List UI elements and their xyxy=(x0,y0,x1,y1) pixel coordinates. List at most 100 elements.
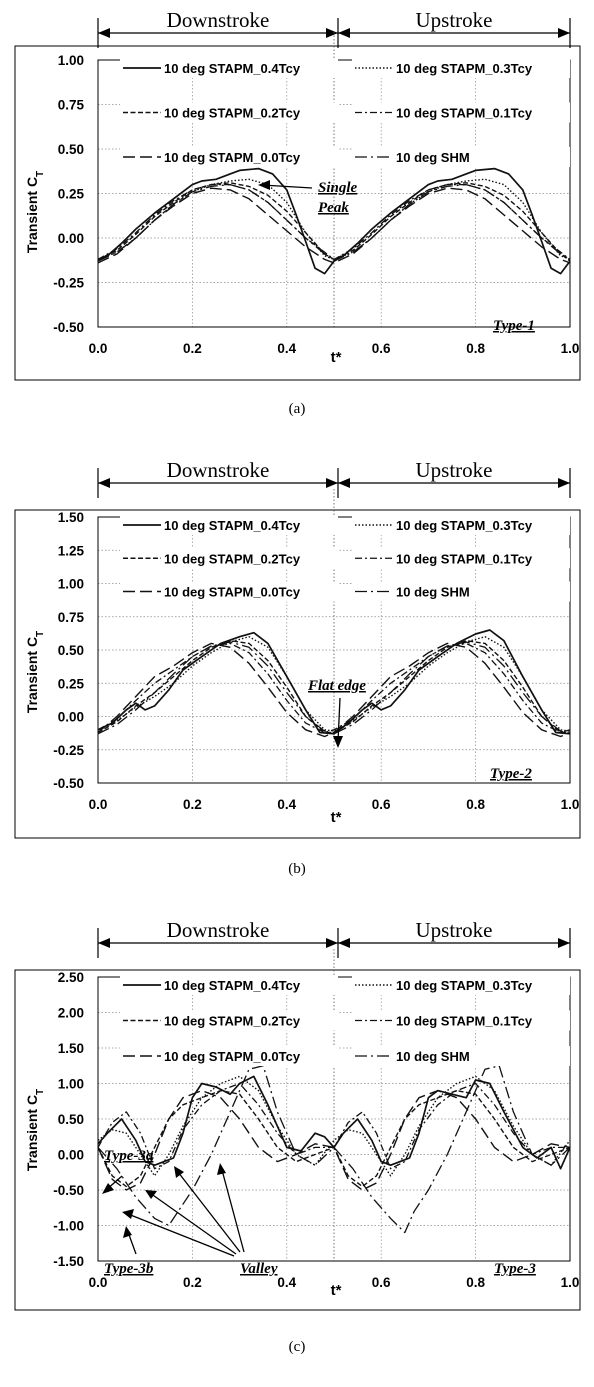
downstroke-label: Downstroke xyxy=(167,918,270,942)
legend-bg xyxy=(352,515,570,535)
annotation-peak: Peak xyxy=(318,200,349,216)
y-tick-label: 0.25 xyxy=(58,676,85,691)
y-axis-label: Transient CT xyxy=(24,1089,46,1171)
y-tick-label: 1.00 xyxy=(58,1077,84,1092)
panel-caption: (c) xyxy=(289,1339,306,1355)
legend-bg xyxy=(120,1010,338,1031)
x-tick-label: 0.2 xyxy=(183,797,202,812)
upstroke-label: Upstroke xyxy=(416,918,493,942)
x-tick-label: 1.0 xyxy=(561,1275,580,1290)
series-line xyxy=(97,642,571,734)
legend-label: 10 deg STAPM_0.0Tcy xyxy=(164,585,301,600)
y-tick-label: -1.00 xyxy=(53,1219,84,1234)
x-tick-label: 0.2 xyxy=(183,341,202,356)
legend-bg xyxy=(120,581,338,602)
y-tick-label: 2.50 xyxy=(58,970,84,985)
annotation-single: Single xyxy=(318,180,358,196)
y-tick-label: -0.50 xyxy=(53,776,84,791)
legend-bg xyxy=(120,548,338,569)
series-line xyxy=(97,641,571,735)
legend-bg xyxy=(120,975,338,995)
legend-bg xyxy=(120,1046,338,1066)
downstroke-label: Downstroke xyxy=(167,8,270,32)
annotation-type-3a: Type-3a xyxy=(104,1148,154,1164)
panel-a: Downstroke Upstroke 10 deg STAPM_0.4Tcy 1… xyxy=(14,8,581,417)
series-line xyxy=(97,183,571,262)
annotation-type-3b: Type-3b xyxy=(104,1261,154,1277)
series-line xyxy=(97,629,571,735)
upstroke-label: Upstroke xyxy=(416,458,493,482)
x-tick-label: 0.8 xyxy=(466,1275,485,1290)
annotations: Type-3a Type-3b Valley Type-3 xyxy=(102,1148,536,1277)
legend-bg xyxy=(352,548,570,569)
y-tick-label: 0.75 xyxy=(58,610,85,625)
x-tick-label: 0.4 xyxy=(277,341,296,356)
y-tick-label: 0.50 xyxy=(58,643,84,658)
x-tick-label: 0.2 xyxy=(183,1275,202,1290)
legend-label: 10 deg STAPM_0.3Tcy xyxy=(396,978,533,993)
phase-header: Downstroke Upstroke xyxy=(97,8,571,48)
y-tick-label: -0.50 xyxy=(53,320,84,335)
y-tick-label: 0.00 xyxy=(58,710,84,725)
legend-bg xyxy=(120,102,338,123)
legend-label: 10 deg STAPM_0.4Tcy xyxy=(164,61,301,76)
x-tick-label: 0.6 xyxy=(372,1275,391,1290)
axes: Transient CT t* -1.50 -1.00 -0.50 0.00 0.50 1… xyxy=(24,970,579,1299)
y-tick-label: 0.75 xyxy=(58,98,85,113)
legend-bg xyxy=(352,1010,570,1031)
legend-label: 10 deg STAPM_0.1Tcy xyxy=(396,106,533,121)
legend-bg xyxy=(352,581,570,602)
x-tick-label: 1.0 xyxy=(561,797,580,812)
x-tick-label: 0.4 xyxy=(277,1275,296,1290)
y-tick-label: 1.00 xyxy=(58,577,84,592)
legend-label: 10 deg STAPM_0.3Tcy xyxy=(396,518,533,533)
series-line xyxy=(97,1075,571,1177)
panel-caption: (a) xyxy=(289,401,306,417)
x-tick-label: 0.8 xyxy=(466,797,485,812)
plot-area: 10 deg STAPM_0.4Tcy 10 deg STAPM_0.3Tcy 10… xyxy=(97,32,571,328)
y-tick-label: -0.25 xyxy=(53,276,84,291)
y-tick-label: -0.50 xyxy=(53,1183,84,1198)
annotation-valley: Valley xyxy=(240,1261,278,1277)
x-tick-label: 0.8 xyxy=(466,341,485,356)
x-tick-label: 0.0 xyxy=(89,797,108,812)
annotations: Flat edge Type-2 xyxy=(307,678,532,782)
legend-label: 10 deg STAPM_0.3Tcy xyxy=(396,61,533,76)
series-line xyxy=(97,636,571,732)
panel-c: Downstroke Upstroke 10 deg STAPM_0.4Tcy 1… xyxy=(14,918,581,1355)
y-axis-label: Transient CT xyxy=(24,631,46,713)
phase-header: Downstroke Upstroke xyxy=(97,458,571,498)
y-tick-label: 0.00 xyxy=(58,1148,84,1163)
valley-arrows xyxy=(122,1163,245,1257)
series-line xyxy=(97,1065,571,1234)
y-tick-label: 1.00 xyxy=(58,53,84,68)
y-tick-label: 0.25 xyxy=(58,187,85,202)
upstroke-label: Upstroke xyxy=(416,8,493,32)
chart-frame xyxy=(14,969,581,1311)
chart-frame xyxy=(14,45,581,381)
series-line xyxy=(97,1089,571,1191)
legend-bg xyxy=(352,147,570,167)
plot-area: 10 deg STAPM_0.4Tcy 10 deg STAPM_0.3Tcy 10… xyxy=(97,489,571,784)
y-tick-label: -1.50 xyxy=(53,1254,84,1269)
y-tick-label: 1.25 xyxy=(58,543,85,558)
legend-label: 10 deg SHM xyxy=(396,150,470,165)
legend-label: 10 deg STAPM_0.2Tcy xyxy=(164,106,301,121)
annotation-flat-edge: Flat edge xyxy=(307,678,366,694)
series-line xyxy=(97,178,571,261)
x-axis-label: t* xyxy=(331,349,342,366)
plot-area: 10 deg STAPM_0.4Tcy 10 deg STAPM_0.3Tcy 10… xyxy=(97,949,571,1262)
legend-label: 10 deg STAPM_0.0Tcy xyxy=(164,1049,301,1064)
y-tick-label: 1.50 xyxy=(58,510,84,525)
legend-label: 10 deg STAPM_0.1Tcy xyxy=(396,1014,533,1029)
x-tick-label: 0.4 xyxy=(277,797,296,812)
legend-bg xyxy=(352,1046,570,1066)
legend-label: 10 deg SHM xyxy=(396,585,470,600)
y-tick-label: -0.25 xyxy=(53,743,84,758)
legend: 10 deg STAPM_0.4Tcy 10 deg STAPM_0.3Tcy 10… xyxy=(120,975,570,1066)
x-axis-label: t* xyxy=(331,809,342,826)
chart-frame xyxy=(14,509,581,839)
x-tick-label: 0.0 xyxy=(89,1275,108,1290)
x-tick-label: 0.6 xyxy=(372,797,391,812)
y-tick-label: 0.50 xyxy=(58,1112,84,1127)
